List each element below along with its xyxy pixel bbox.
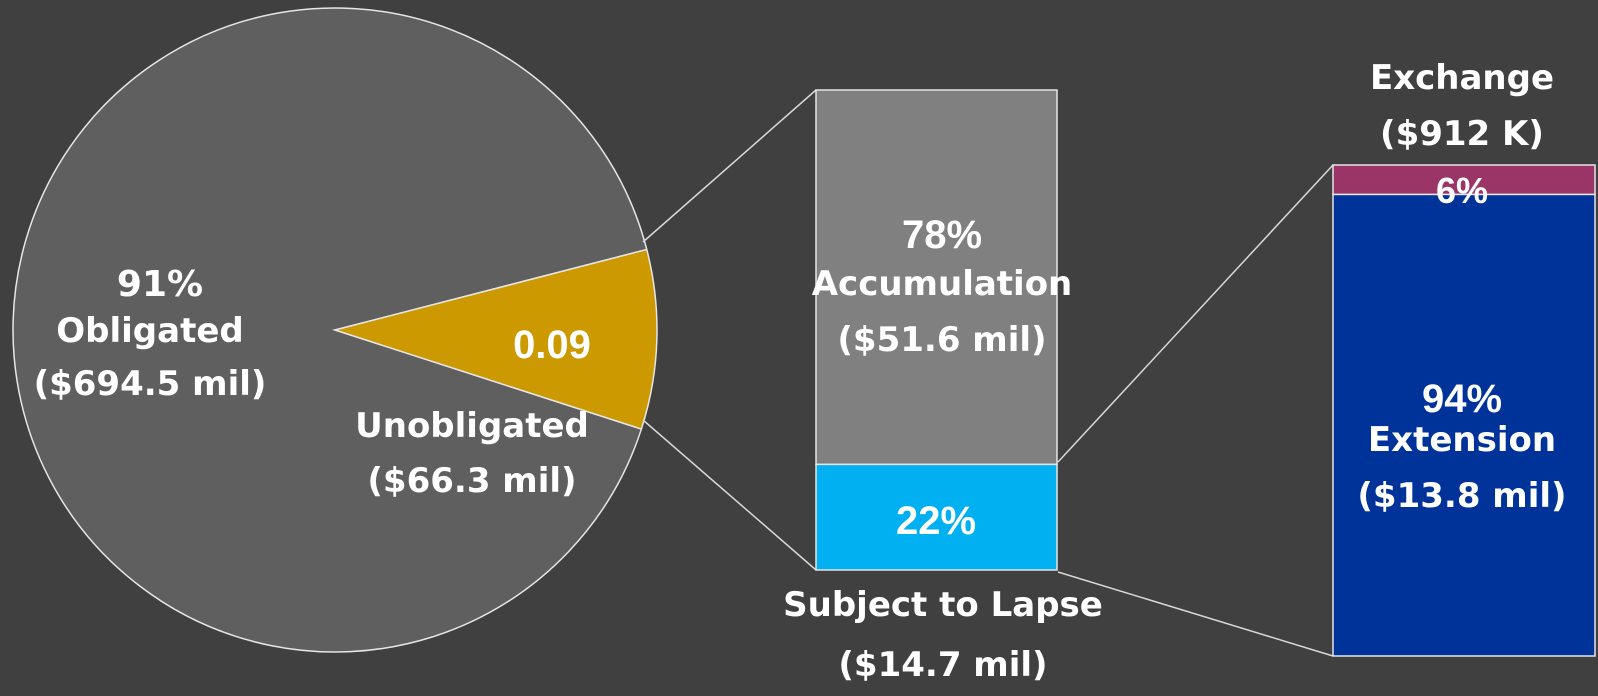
unobligated-percent-label: 0.09	[513, 323, 591, 367]
obligated-percent-label: 91%	[117, 264, 203, 305]
stacked-bar-unobligated: 78% Accumulation ($51.6 mil) 22% Subject…	[783, 89, 1103, 685]
extension-percent-label: 94%	[1422, 377, 1502, 421]
subject-to-lapse-name-label: Subject to Lapse	[783, 585, 1103, 625]
subject-to-lapse-percent-label: 22%	[896, 499, 976, 543]
bar-segment-subject-to-lapse	[815, 463, 1058, 571]
connector-line-top-2	[1057, 164, 1334, 463]
exchange-amount-label: ($912 K)	[1380, 114, 1544, 154]
pie-slice-unobligated	[332, 248, 658, 431]
unobligated-amount-label: ($66.3 mil)	[367, 461, 576, 501]
unobligated-name-label: Unobligated	[355, 406, 589, 446]
obligated-amount-label: ($694.5 mil)	[34, 364, 267, 404]
connector-line-top-1	[642, 89, 817, 243]
accumulation-percent-label: 78%	[902, 213, 982, 257]
accumulation-name-label: Accumulation	[812, 264, 1073, 304]
extension-name-label: Extension	[1368, 420, 1556, 460]
accumulation-amount-label: ($51.6 mil)	[837, 320, 1046, 360]
pie-slice-obligated	[12, 7, 648, 653]
bar-segment-exchange	[1332, 164, 1596, 196]
stacked-bar-subject-to-lapse: Exchange ($912 K) 6% 94% Extension ($13.…	[1332, 58, 1596, 657]
bar-segment-accumulation	[815, 89, 1058, 466]
subject-to-lapse-amount-label: ($14.7 mil)	[838, 645, 1047, 685]
connector-line-bottom-2	[1057, 571, 1334, 657]
exchange-name-label: Exchange	[1370, 58, 1554, 98]
pie-chart: 91% Obligated ($694.5 mil) 0.09 Unobliga…	[12, 7, 658, 653]
exchange-percent-label: 6%	[1436, 170, 1488, 211]
extension-amount-label: ($13.8 mil)	[1357, 476, 1566, 516]
connector-line-bottom-1	[642, 419, 817, 571]
bar-segment-extension	[1332, 193, 1596, 657]
obligated-name-label: Obligated	[56, 311, 243, 351]
